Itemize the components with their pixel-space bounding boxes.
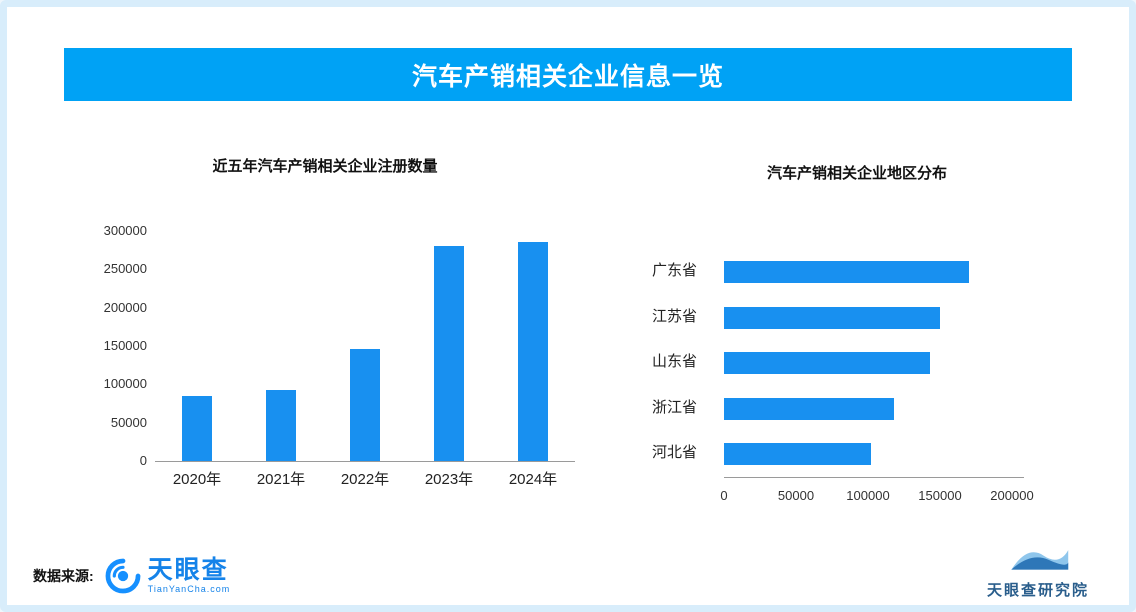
y-axis-category-label: 广东省: [652, 262, 698, 279]
x-axis-tick-label: 150000: [918, 488, 962, 503]
org-name: 天眼查研究院: [986, 582, 1089, 599]
tianyancha-logo: 天眼查 TianYanCha.com: [104, 557, 231, 595]
x-axis-tick-label: 0: [720, 488, 728, 503]
y-axis-tick-label: 100000: [103, 376, 147, 392]
bar-山东省: [724, 352, 930, 374]
y-axis-tick-label: 250000: [103, 261, 147, 277]
brand-text: 天眼查 TianYanCha.com: [148, 558, 231, 594]
x-axis-tick-label: 100000: [846, 488, 890, 503]
bar-2020年: [182, 396, 212, 461]
bar-2023年: [434, 246, 464, 461]
x-axis-category-label: 2024年: [508, 471, 558, 488]
right-chart-title: 汽车产销相关企业地区分布: [766, 165, 947, 182]
left-chart-title: 近五年汽车产销相关企业注册数量: [212, 158, 438, 175]
y-axis-tick-label: 300000: [103, 223, 147, 238]
y-axis-category-label: 江苏省: [652, 307, 698, 325]
bar-浙江省: [724, 397, 894, 420]
x-axis-tick-label: 200000: [990, 488, 1034, 503]
page-title: 汽车产销相关企业信息一览: [411, 62, 724, 91]
x-axis-line: [724, 477, 1024, 478]
y-axis-tick-label: 200000: [103, 299, 147, 315]
source-label: 数据来源:: [33, 568, 94, 584]
x-axis-category-label: 2020年: [172, 471, 222, 488]
region-bar-chart: 广东省江苏省山东省浙江省河北省 0 50000 100000 150000 200000: [652, 245, 1042, 510]
data-source: 数据来源: 天眼查 TianYanCha.com: [33, 550, 230, 602]
x-axis-category-label: 2021年: [256, 471, 306, 488]
bar-河北省: [724, 443, 871, 465]
tianyancha-eye-icon: [105, 558, 141, 594]
bar-江苏省: [724, 306, 940, 329]
y-axis-tick-label: 0: [139, 453, 147, 468]
y-axis-category-label: 河北省: [652, 444, 698, 461]
brand-name: 天眼查: [147, 556, 229, 584]
org-wave-icon: [1011, 550, 1069, 570]
bar-广东省: [724, 261, 969, 283]
bar-2021年: [266, 390, 296, 461]
x-axis-category-label: 2022年: [340, 471, 390, 488]
x-axis-category-label: 2023年: [424, 471, 474, 488]
title-banner: 汽车产销相关企业信息一览: [64, 48, 1072, 101]
brand-domain: TianYanCha.com: [147, 584, 231, 594]
bar-2022年: [350, 349, 380, 461]
registrations-bar-chart: 0 50000 100000 150000 200000 250000 300000 2020…: [95, 203, 585, 503]
x-axis-line: [155, 461, 575, 462]
y-axis-category-label: 山东省: [652, 353, 698, 370]
org-logo: 天眼查研究院: [973, 541, 1103, 600]
x-axis-tick-label: 50000: [777, 488, 815, 503]
bar-2024年: [518, 242, 548, 461]
y-axis-tick-label: 150000: [103, 338, 147, 353]
y-axis-tick-label: 50000: [110, 414, 147, 430]
y-axis-category-label: 浙江省: [652, 398, 698, 416]
